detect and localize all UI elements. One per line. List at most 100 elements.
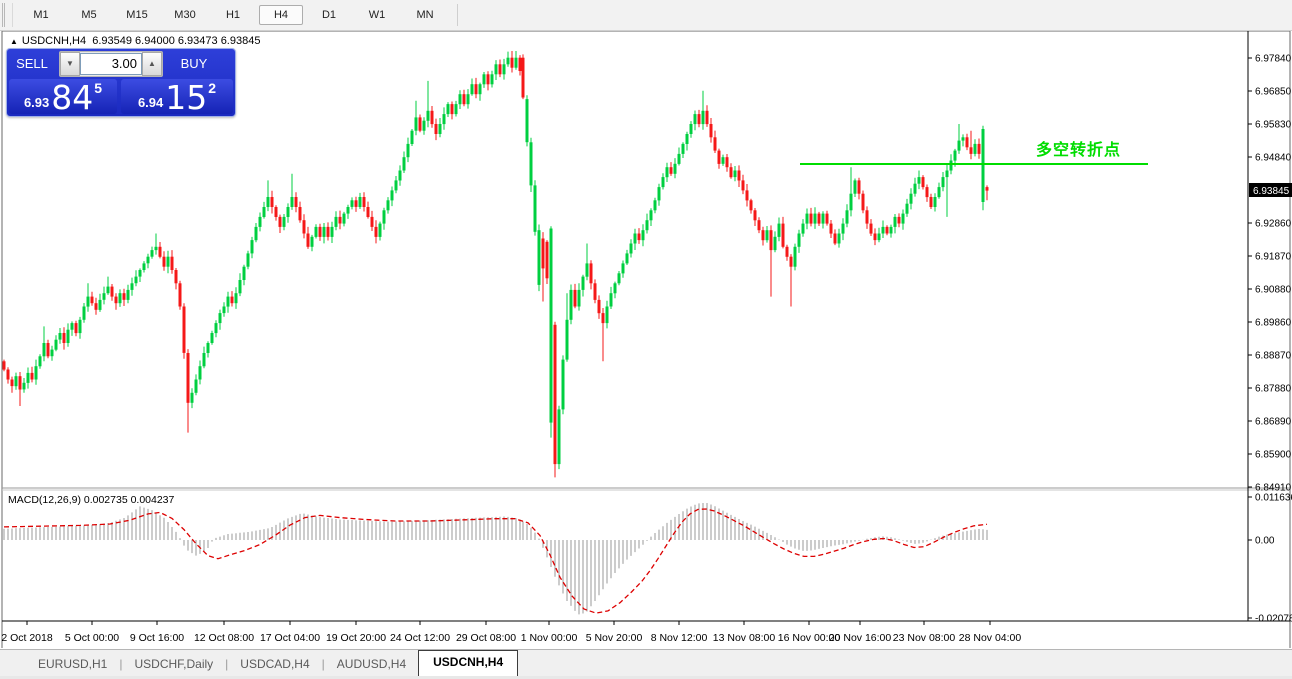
candle	[130, 283, 134, 290]
candle	[142, 263, 146, 270]
candle	[306, 233, 310, 247]
chart-tab-audusd-h4[interactable]: AUDUSD,H4	[336, 657, 407, 671]
candle	[973, 143, 977, 154]
candle	[94, 303, 98, 310]
candle	[933, 197, 937, 207]
price-tick-label: 6.95830	[1255, 120, 1292, 131]
buy-price-display[interactable]: 6.94 15 2	[121, 79, 233, 114]
time-label: 17 Oct 04:00	[260, 632, 320, 644]
candle	[849, 193, 853, 211]
candle	[406, 143, 410, 158]
candle	[737, 170, 741, 181]
collapse-arrow-icon[interactable]: ▲	[10, 37, 18, 46]
chart-symbol-label: USDCNH,H4	[21, 35, 87, 47]
candle	[877, 233, 881, 241]
candle	[110, 286, 114, 297]
candle	[318, 226, 322, 237]
tab-separator: |	[119, 657, 123, 671]
candle	[841, 223, 845, 234]
timeframe-button-h1[interactable]: H1	[225, 9, 241, 21]
candle	[342, 213, 346, 224]
candle	[617, 273, 621, 284]
chart-title: ▲ USDCNH,H4 6.93549 6.94000 6.93473 6.938…	[10, 35, 260, 47]
timeframe-button-m5[interactable]: M5	[81, 9, 97, 21]
timeframe-button-m30[interactable]: M30	[174, 9, 196, 21]
candle	[510, 57, 514, 68]
candle	[729, 167, 733, 178]
candle	[514, 57, 518, 68]
candle	[901, 213, 905, 224]
timeframe-button-mn[interactable]: MN	[416, 9, 434, 21]
candle	[733, 170, 737, 178]
candle	[262, 207, 266, 217]
candle	[282, 216, 286, 227]
chart-tab-eurusd-h1[interactable]: EURUSD,H1	[38, 657, 108, 671]
sell-price-big: 84	[51, 78, 94, 117]
candle	[749, 200, 753, 211]
candle	[330, 226, 334, 237]
chart-tab-usdchf-daily[interactable]: USDCHF,Daily	[134, 657, 214, 671]
candle	[162, 256, 166, 267]
sell-button[interactable]: SELL	[16, 55, 48, 71]
candle	[777, 223, 781, 237]
timeframe-button-m15[interactable]: M15	[126, 9, 148, 21]
candle	[701, 110, 705, 125]
candle	[693, 114, 697, 125]
candle	[210, 333, 214, 343]
candle	[725, 157, 729, 168]
candle	[358, 197, 362, 207]
price-tick-label: 6.96850	[1255, 87, 1292, 98]
timeframe-button-w1[interactable]: W1	[368, 9, 386, 21]
candle	[865, 210, 869, 224]
time-label: 19 Oct 20:00	[326, 632, 386, 644]
candle	[661, 177, 665, 188]
chart-tab-usdcad-h4[interactable]: USDCAD,H4	[240, 657, 310, 671]
buy-button[interactable]: BUY	[180, 55, 208, 71]
candle	[346, 207, 350, 214]
candle	[166, 256, 170, 267]
candle	[218, 313, 222, 324]
candle	[14, 376, 18, 387]
candle	[434, 124, 438, 134]
candle	[597, 299, 601, 314]
candle	[561, 359, 565, 410]
volume-increase-button[interactable]: ▲	[142, 51, 162, 76]
candle	[641, 230, 645, 241]
candle	[66, 329, 70, 343]
candle	[458, 94, 462, 105]
candle	[977, 143, 981, 154]
candle	[645, 220, 649, 231]
candle	[438, 124, 442, 134]
buy-price-pip: 2	[208, 80, 217, 96]
chart-canvas[interactable]: 6.97840 6.96850 6.95830 6.94840 6.92860 6.918…	[0, 31, 1292, 648]
candle	[797, 233, 801, 247]
candle	[250, 240, 254, 254]
price-tick-label: 6.85900	[1255, 450, 1292, 461]
candle	[529, 142, 533, 186]
candle	[274, 207, 278, 217]
candle	[226, 296, 230, 307]
volume-decrease-button[interactable]: ▼	[60, 51, 80, 76]
sell-price-display[interactable]: 6.93 84 5	[9, 79, 117, 114]
volume-input[interactable]	[80, 52, 142, 75]
candle	[430, 110, 434, 125]
time-label: 1 Nov 00:00	[521, 632, 578, 644]
candle	[198, 366, 202, 380]
candle	[653, 200, 657, 211]
toolbar-grip[interactable]	[2, 3, 13, 27]
chart-tab-usdcnh-h4[interactable]: USDCNH,H4	[418, 650, 519, 676]
time-label: 16 Nov 00:00	[778, 632, 841, 644]
candle	[761, 230, 765, 241]
timeframe-button-h4[interactable]: H4	[259, 5, 303, 25]
candle	[426, 110, 430, 121]
candle	[785, 246, 789, 257]
candle	[613, 283, 617, 294]
timeframe-button-m1[interactable]: M1	[33, 9, 49, 21]
candle	[174, 270, 178, 284]
timeframe-button-d1[interactable]: D1	[321, 9, 337, 21]
candle	[190, 392, 194, 403]
candle	[286, 207, 290, 217]
candle	[593, 283, 597, 300]
buy-price-prefix: 6.94	[137, 95, 164, 110]
candle	[370, 216, 374, 227]
